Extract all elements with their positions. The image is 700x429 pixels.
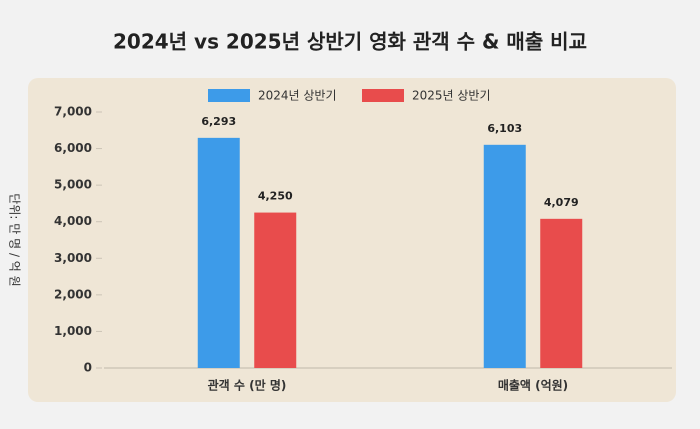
data-label: 6,103 — [487, 122, 522, 135]
y-tick-label: 5,000 — [54, 178, 92, 192]
bar — [540, 218, 583, 368]
x-tick-label: 매출액 (억원) — [498, 378, 568, 393]
data-label: 6,293 — [201, 115, 236, 128]
y-tick-label: 7,000 — [54, 105, 92, 119]
y-tick-label: 6,000 — [54, 141, 92, 155]
y-axis-label: 단위: 만 명 / 억 원 — [8, 193, 22, 286]
y-tick-label: 2,000 — [54, 287, 92, 301]
legend-swatch — [208, 89, 250, 102]
y-tick-label: 0 — [84, 361, 92, 375]
bar — [197, 137, 240, 368]
data-label: 4,250 — [258, 190, 293, 203]
bar — [254, 212, 297, 368]
y-tick-label: 1,000 — [54, 324, 92, 338]
y-tick-label: 4,000 — [54, 214, 92, 228]
legend-label: 2025년 상반기 — [412, 89, 491, 103]
x-tick-label: 관객 수 (만 명) — [208, 378, 287, 393]
bar — [483, 144, 526, 368]
data-label: 4,079 — [544, 196, 579, 209]
y-tick-label: 3,000 — [54, 251, 92, 265]
chart-title: 2024년 vs 2025년 상반기 영화 관객 수 & 매출 비교 — [113, 30, 587, 54]
legend-swatch — [362, 89, 404, 102]
legend-label: 2024년 상반기 — [258, 89, 337, 103]
